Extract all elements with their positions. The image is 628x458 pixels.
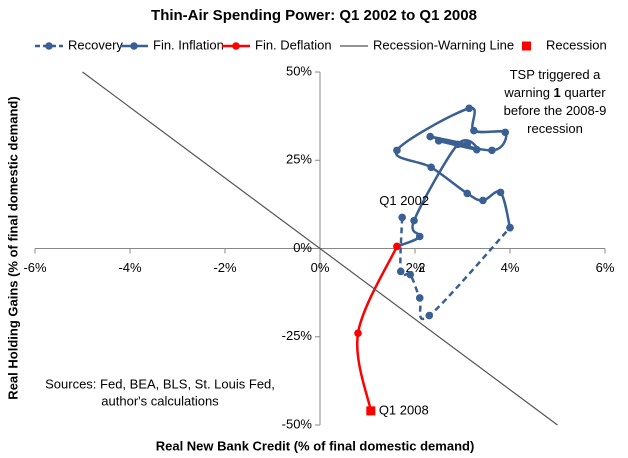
point xyxy=(426,132,435,141)
legend-label: Fin. Inflation xyxy=(153,37,224,52)
point xyxy=(453,140,462,149)
sources: author's calculations xyxy=(101,393,219,408)
point xyxy=(463,189,472,198)
legend-marker xyxy=(522,41,531,51)
annotation-part: before the 2008-9 xyxy=(504,103,607,118)
point xyxy=(472,145,481,154)
x-tick-label: 6% xyxy=(596,260,615,275)
series-line xyxy=(394,106,512,248)
point xyxy=(465,104,473,113)
annotation: recession xyxy=(527,121,583,136)
point-label: Q1 2008 xyxy=(379,402,429,417)
legend-label: Recession xyxy=(546,37,607,52)
annotation: before the 2008-9 xyxy=(504,103,607,118)
legend-marker xyxy=(45,42,53,50)
x-tick-label: -6% xyxy=(23,260,47,275)
annotation: warning 1 quarter xyxy=(503,85,606,100)
point-label: 2 xyxy=(418,260,425,275)
legend-label: Recovery xyxy=(68,37,123,52)
point xyxy=(470,126,478,135)
x-tick-label: 4% xyxy=(501,260,520,275)
point xyxy=(366,406,376,416)
x-tick-label: -2% xyxy=(213,260,237,275)
annotation-part: recession xyxy=(527,121,583,136)
point xyxy=(396,267,405,276)
point xyxy=(354,329,362,338)
sources: Sources: Fed, BEA, BLS, St. Louis Fed, xyxy=(45,376,275,391)
point xyxy=(415,232,424,241)
series-line xyxy=(355,245,399,412)
point xyxy=(410,216,418,225)
point xyxy=(406,270,415,279)
y-tick-label: 0% xyxy=(293,240,312,255)
point xyxy=(393,242,401,251)
point xyxy=(434,137,443,145)
x-axis-title: Real New Bank Credit (% of final domesti… xyxy=(156,438,475,453)
legend-label: Fin. Deflation xyxy=(255,37,332,52)
point xyxy=(501,128,510,137)
point xyxy=(463,140,472,149)
y-axis-title: Real Holding Gains (% of final domestic … xyxy=(5,96,20,399)
point-label: Q1 2002 xyxy=(379,193,429,208)
y-tick-label: -25% xyxy=(282,328,313,343)
point xyxy=(506,223,514,232)
annotation-part: quarter xyxy=(561,85,606,100)
y-tick-label: 50% xyxy=(286,63,312,78)
y-tick-label: 25% xyxy=(286,152,312,167)
y-tick-label: -50% xyxy=(282,416,313,431)
annotation-part: warning xyxy=(503,85,553,100)
chart-title: Thin-Air Spending Power: Q1 2002 to Q1 2… xyxy=(151,7,477,24)
annotation-part: 1 xyxy=(554,85,561,100)
legend-marker xyxy=(130,42,138,50)
x-tick-label: 0% xyxy=(311,260,330,275)
legend-marker xyxy=(232,42,240,50)
point xyxy=(425,311,434,320)
series-line xyxy=(82,71,558,426)
x-tick-label: -4% xyxy=(118,260,142,275)
point xyxy=(488,146,496,155)
annotation: TSP triggered a xyxy=(510,67,602,82)
point xyxy=(479,196,487,205)
point xyxy=(496,188,505,197)
legend-label: Recession-Warning Line xyxy=(373,37,514,52)
point xyxy=(415,294,424,302)
point xyxy=(427,163,435,172)
point xyxy=(398,213,406,222)
annotation-part: TSP triggered a xyxy=(510,67,602,82)
point xyxy=(393,146,401,155)
